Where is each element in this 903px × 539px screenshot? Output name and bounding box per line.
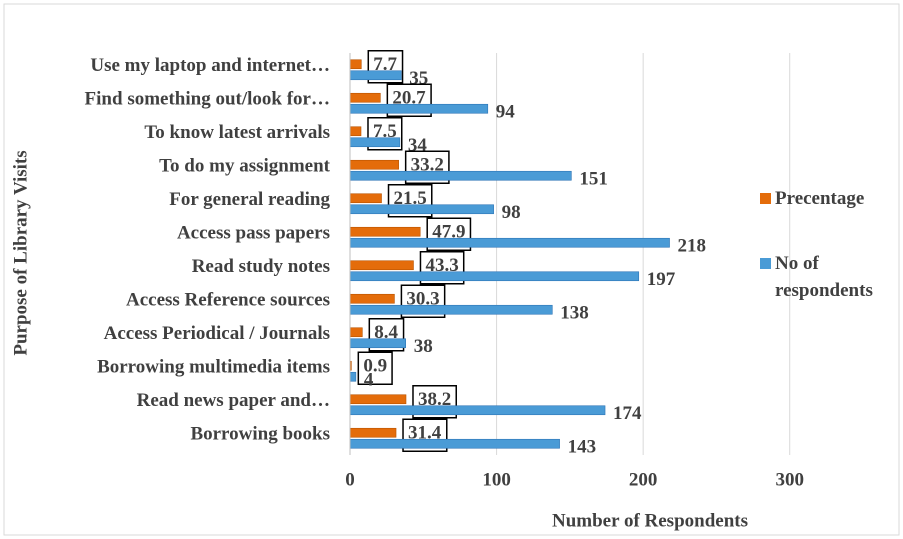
y-tick-label: Access Periodical / Journals: [104, 323, 330, 344]
legend-label: No of respondents: [775, 253, 873, 301]
x-axis-title: Number of Respondents: [552, 510, 748, 531]
y-tick-label: To know latest arrivals: [144, 122, 330, 143]
data-label-box: [412, 385, 457, 419]
bar: [349, 327, 363, 338]
data-label: 43.3: [425, 255, 458, 276]
data-label-box: [404, 150, 450, 184]
bar: [349, 237, 670, 248]
x-tick-label: 200: [629, 469, 658, 490]
data-label: 98: [502, 202, 521, 223]
y-tick-label: Find something out/look for…: [85, 89, 330, 110]
bar: [349, 126, 362, 137]
data-label: 31.4: [408, 423, 442, 444]
data-label-box: [367, 50, 404, 84]
data-label: 47.9: [432, 222, 465, 243]
bar: [349, 304, 553, 315]
data-label: 143: [568, 437, 597, 458]
bar: [349, 170, 572, 181]
data-label: 138: [560, 303, 589, 324]
data-label: 4: [364, 370, 374, 391]
bar: [349, 193, 382, 204]
bar: [349, 70, 402, 81]
y-tick-label: To do my assignment: [159, 156, 331, 177]
y-axis-title: Purpose of Library Visits: [10, 150, 31, 355]
data-label-box: [386, 83, 432, 117]
y-tick-label: For general reading: [169, 189, 330, 210]
bar: [349, 427, 397, 438]
data-label: 21.5: [394, 188, 427, 209]
data-label: 7.5: [373, 121, 397, 142]
data-label: 8.4: [374, 322, 398, 343]
y-tick-label: Read study notes: [192, 256, 330, 277]
data-label-box: [419, 251, 465, 285]
chart-border: [3, 3, 900, 536]
y-tick-label: Access pass papers: [177, 223, 330, 244]
data-label-box: [368, 318, 405, 352]
bar: [349, 204, 494, 215]
data-label: 20.7: [392, 88, 426, 109]
data-label-box: [400, 284, 446, 318]
y-tick-label: Read news paper and…: [137, 390, 330, 411]
data-label: 218: [678, 236, 707, 257]
bar: [349, 271, 640, 282]
bar: [349, 338, 406, 349]
bar: [349, 394, 407, 405]
legend-swatch: [760, 193, 771, 204]
data-label: 174: [613, 403, 642, 424]
y-tick-label: Use my laptop and internet…: [90, 55, 330, 76]
data-label-box: [387, 184, 433, 218]
data-label: 35: [409, 68, 428, 89]
data-label: 30.3: [406, 289, 439, 310]
data-label-box: [402, 418, 448, 452]
data-label-box: [357, 351, 393, 385]
bar: [349, 92, 381, 103]
data-label: 34: [408, 135, 428, 156]
data-label: 151: [579, 169, 608, 190]
legend-swatch: [760, 258, 771, 269]
data-label-box: [367, 117, 403, 151]
x-tick-label: 0: [345, 469, 355, 490]
data-label: 0.9: [363, 356, 387, 377]
data-label-box: [426, 217, 472, 251]
data-label: 33.2: [411, 155, 444, 176]
bar: [349, 103, 489, 114]
data-label: 38: [414, 336, 433, 357]
bar: [349, 371, 357, 382]
x-tick-label: 100: [482, 469, 511, 490]
bar: [349, 137, 401, 148]
bar: [349, 438, 560, 449]
bar: [349, 405, 606, 416]
bar: [349, 260, 414, 271]
y-tick-label: Borrowing multimedia items: [97, 357, 330, 378]
y-tick-label: Access Reference sources: [126, 290, 330, 311]
bar: [349, 226, 421, 237]
data-label: 38.2: [418, 389, 451, 410]
bar: [349, 159, 399, 170]
legend-label: Precentage: [775, 188, 865, 209]
x-tick-label: 300: [775, 469, 804, 490]
data-label: 7.7: [373, 54, 397, 75]
data-label: 94: [496, 102, 515, 123]
data-label: 197: [647, 269, 676, 290]
bar: [349, 59, 362, 70]
y-tick-label: Borrowing books: [190, 424, 330, 445]
bar: [349, 293, 395, 304]
